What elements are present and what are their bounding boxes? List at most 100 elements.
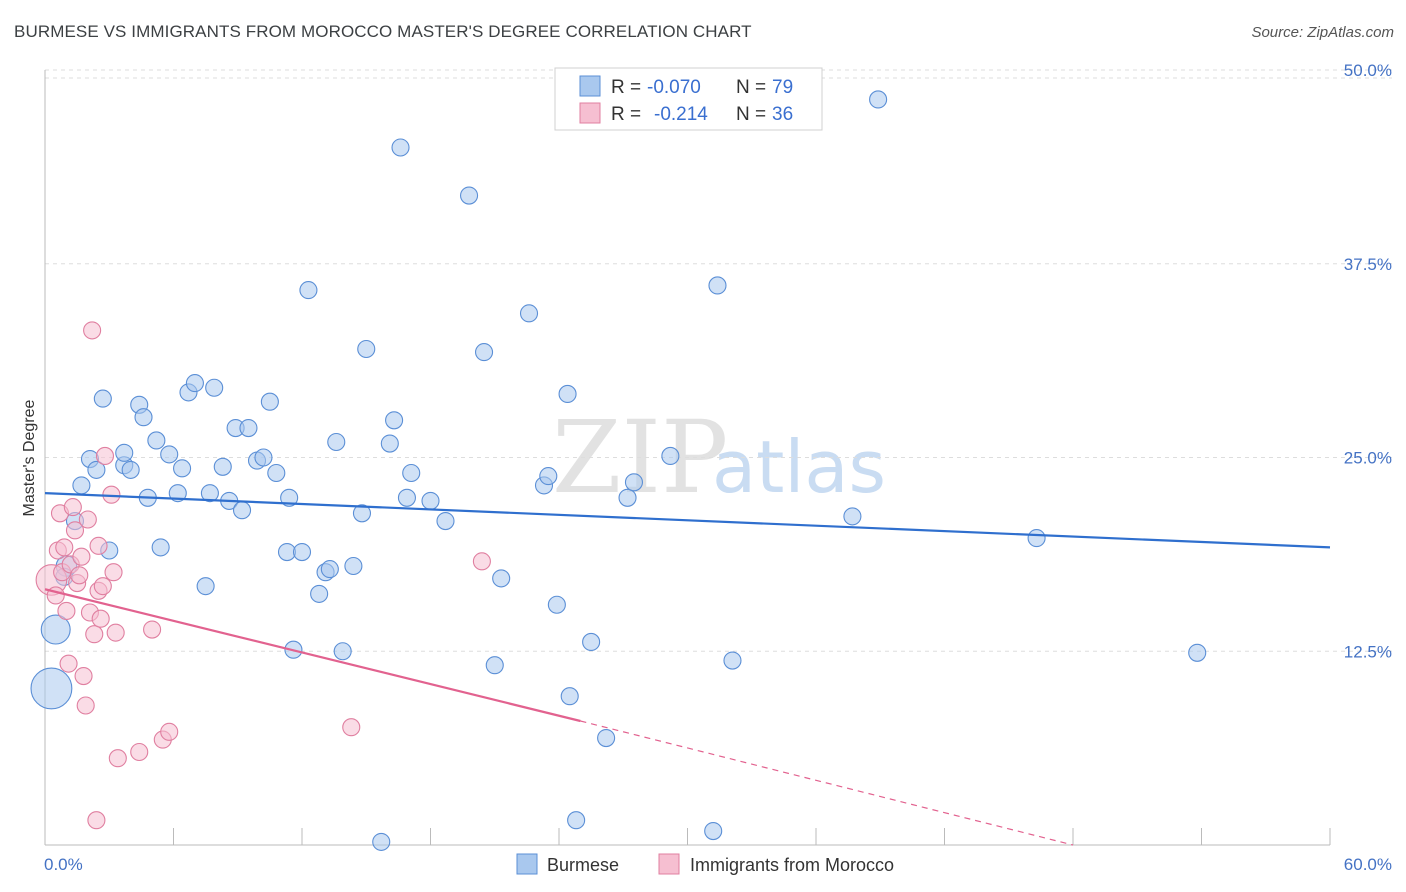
- burmese-point: [843, 507, 862, 526]
- legend-box: R = -0.070 N = 79 R = -0.214 N = 36: [554, 67, 823, 131]
- burmese-point: [254, 448, 273, 467]
- legend-r-label-1: R =: [611, 77, 641, 98]
- morocco-point: [85, 625, 104, 644]
- legend-swatch-burmese: [579, 75, 601, 97]
- burmese-point: [160, 445, 179, 464]
- x-ticks: [44, 828, 1331, 845]
- burmese-point: [30, 667, 73, 710]
- burmese-point: [624, 473, 644, 492]
- y-tick-label: 50.0%: [1344, 61, 1392, 80]
- trend-lines: [44, 492, 1331, 846]
- y-tick-labels: 12.5% 25.0% 37.5% 50.0%: [1344, 61, 1392, 661]
- morocco-point: [93, 577, 112, 596]
- legend-r-label-2: R =: [611, 104, 641, 125]
- morocco-point: [76, 696, 95, 715]
- burmese-point: [87, 460, 106, 479]
- series-burmese: [30, 90, 1207, 851]
- morocco-point: [55, 538, 74, 557]
- bottom-legend-label-morocco: Immigrants from Morocco: [690, 855, 894, 875]
- burmese-point: [213, 457, 232, 476]
- bottom-legend-label-burmese: Burmese: [547, 855, 619, 875]
- trendline-morocco: [44, 588, 581, 723]
- morocco-point: [143, 620, 162, 639]
- trendline-burmese: [44, 492, 1331, 549]
- bottom-legend-swatch-morocco: [658, 853, 680, 875]
- burmese-point: [357, 339, 376, 359]
- burmese-point: [582, 632, 601, 652]
- morocco-point: [63, 498, 82, 517]
- burmese-point: [205, 378, 224, 397]
- burmese-point: [333, 642, 352, 661]
- y-tick-label: 25.0%: [1344, 449, 1392, 468]
- source-label: Source: ZipAtlas.com: [1251, 24, 1394, 41]
- morocco-point: [130, 742, 149, 762]
- legend-r-value-2: -0.214: [654, 104, 708, 125]
- burmese-point: [708, 276, 727, 295]
- morocco-point: [83, 321, 102, 340]
- burmese-point: [72, 476, 91, 495]
- burmese-point: [519, 304, 539, 323]
- y-axis-label: Master's Degree: [21, 399, 38, 516]
- morocco-point: [106, 623, 125, 642]
- legend-swatch-morocco: [579, 102, 601, 124]
- morocco-point: [74, 666, 93, 686]
- x-tick-label-max: 60.0%: [1344, 855, 1392, 874]
- y-tick-label: 12.5%: [1344, 642, 1392, 661]
- morocco-point: [57, 601, 76, 621]
- burmese-point: [402, 463, 421, 483]
- x-tick-label-min: 0.0%: [44, 855, 83, 874]
- burmese-point: [597, 728, 616, 748]
- chart-title: BURMESE VS IMMIGRANTS FROM MOROCCO MASTE…: [14, 22, 752, 41]
- burmese-point: [485, 656, 504, 675]
- morocco-point: [87, 811, 106, 830]
- burmese-point: [558, 384, 577, 404]
- burmese-point: [436, 511, 455, 531]
- burmese-point: [40, 614, 71, 645]
- watermark-atlas: atlas: [712, 425, 886, 509]
- burmese-point: [474, 343, 494, 362]
- burmese-point: [661, 446, 680, 466]
- burmese-point: [704, 821, 723, 841]
- burmese-point: [567, 811, 586, 830]
- burmese-point: [421, 491, 440, 510]
- burmese-point: [239, 418, 258, 438]
- morocco-point: [472, 552, 491, 571]
- burmese-point: [280, 488, 299, 507]
- burmese-point: [196, 577, 215, 596]
- morocco-point: [108, 749, 127, 768]
- burmese-point: [292, 542, 312, 562]
- morocco-point: [104, 563, 123, 582]
- morocco-point: [72, 547, 91, 566]
- burmese-point: [459, 186, 479, 205]
- burmese-point: [352, 504, 372, 523]
- legend-n-label-1: N =: [736, 77, 766, 98]
- bottom-legend-swatch-burmese: [516, 853, 538, 875]
- burmese-point: [492, 569, 511, 588]
- gridlines: [45, 69, 1392, 652]
- burmese-point: [397, 488, 416, 507]
- bottom-legend: Burmese Immigrants from Morocco: [516, 853, 894, 875]
- burmese-point: [310, 584, 329, 603]
- morocco-point: [91, 609, 110, 628]
- legend-n-value-2: 36: [772, 104, 793, 125]
- burmese-point: [93, 389, 112, 408]
- burmese-point: [372, 832, 391, 851]
- morocco-point: [70, 566, 89, 585]
- burmese-point: [134, 408, 153, 427]
- morocco-point: [59, 654, 78, 673]
- burmese-point: [391, 138, 410, 157]
- y-tick-label: 37.5%: [1344, 255, 1392, 274]
- burmese-point: [1027, 529, 1046, 548]
- morocco-point: [160, 722, 179, 741]
- burmese-point: [151, 538, 170, 557]
- burmese-point: [168, 484, 187, 503]
- burmese-point: [267, 463, 286, 483]
- burmese-point: [380, 434, 399, 453]
- burmese-point: [1188, 643, 1207, 662]
- burmese-point: [385, 411, 404, 430]
- burmese-point: [869, 90, 888, 109]
- series-morocco: [35, 321, 491, 830]
- burmese-point: [723, 651, 742, 670]
- legend-n-value-1: 79: [772, 77, 793, 98]
